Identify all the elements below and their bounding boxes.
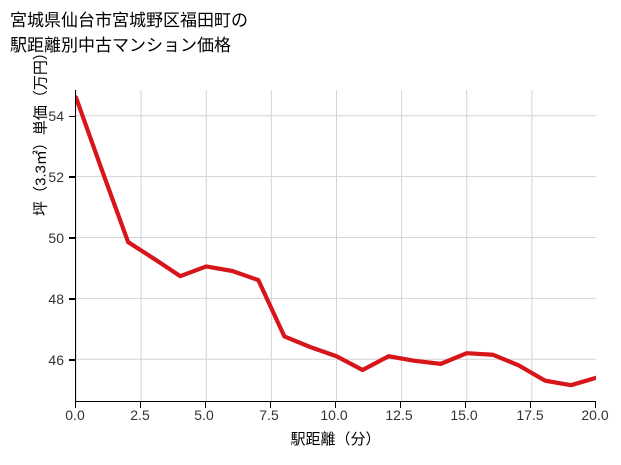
x-tick-label-20: 20.0 bbox=[581, 407, 609, 423]
y-tick-label-54: 54 bbox=[48, 108, 64, 124]
plot-area bbox=[75, 90, 596, 402]
y-tick-label-46: 46 bbox=[48, 352, 64, 368]
x-tick-label-0: 0.0 bbox=[65, 407, 85, 423]
chart-title: 宮城県仙台市宮城野区福田町の 駅距離別中古マンション価格 bbox=[10, 11, 248, 55]
y-tick-label-48: 48 bbox=[48, 291, 64, 307]
x-tickmark-12_5 bbox=[400, 402, 402, 408]
x-tick-label-10: 10.0 bbox=[320, 407, 348, 423]
y-tickmark-46 bbox=[69, 359, 75, 361]
x-tick-label-5: 5.0 bbox=[194, 407, 214, 423]
grid-lines bbox=[76, 90, 596, 401]
x-tick-label-7_5: 7.5 bbox=[259, 407, 279, 423]
y-tickmark-50 bbox=[69, 237, 75, 239]
y-tickmark-52 bbox=[69, 176, 75, 178]
x-tickmark-0 bbox=[75, 402, 77, 408]
x-tickmark-2_5 bbox=[140, 402, 142, 408]
y-tick-label-50: 50 bbox=[48, 230, 64, 246]
x-tickmark-10 bbox=[335, 402, 337, 408]
y-axis-label: 坪（3.3㎡）単価（万円） bbox=[32, 45, 50, 216]
y-tick-label-52: 52 bbox=[48, 169, 64, 185]
x-tick-label-15: 15.0 bbox=[450, 407, 478, 423]
x-tick-label-12_5: 12.5 bbox=[385, 407, 413, 423]
y-tickmark-48 bbox=[69, 298, 75, 300]
x-axis-label: 駅距離（分） bbox=[290, 431, 381, 448]
data-line-series bbox=[76, 95, 596, 388]
y-tickmark-54 bbox=[69, 115, 75, 118]
x-tickmark-5 bbox=[205, 402, 207, 408]
x-tickmark-7_5 bbox=[270, 402, 272, 408]
x-tickmark-20 bbox=[595, 402, 597, 408]
x-tick-label-17_5: 17.5 bbox=[516, 407, 544, 423]
x-tickmark-17_5 bbox=[530, 402, 532, 408]
x-tick-label-2_5: 2.5 bbox=[130, 407, 150, 423]
x-tickmark-15 bbox=[465, 402, 467, 408]
